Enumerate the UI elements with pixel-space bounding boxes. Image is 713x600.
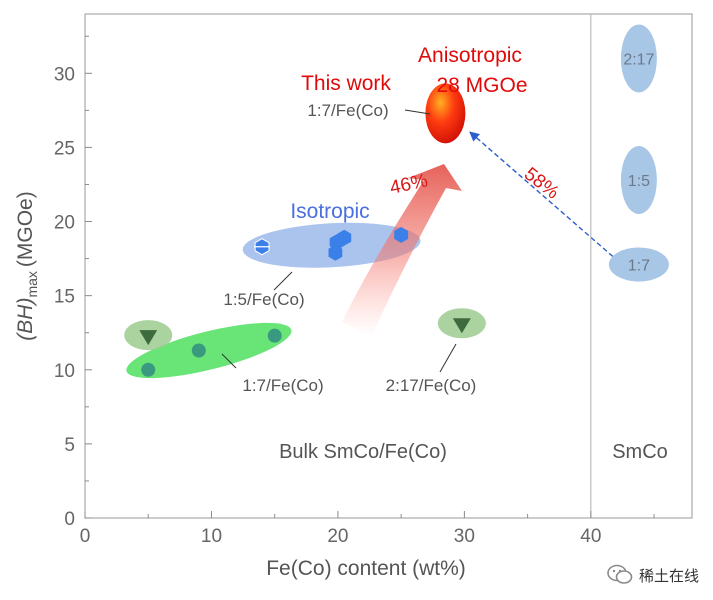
series-leader-1-7 <box>221 353 237 369</box>
y-tick-label: 30 <box>54 64 75 85</box>
smco-point-label: 1:5 <box>628 173 650 190</box>
marks-layer: 2:17 1:5 1:7 <box>139 24 669 377</box>
anisotropic-label: Anisotropic <box>418 44 522 67</box>
y-tick-label: 20 <box>54 213 75 234</box>
x-tick-label: 40 <box>580 526 601 547</box>
point-2-17 <box>452 318 471 334</box>
y-tick-label: 10 <box>54 361 75 382</box>
smco-point <box>620 24 657 93</box>
x-tick-label: 10 <box>201 526 222 547</box>
watermark-text: 稀土在线 <box>638 566 699 585</box>
this-work-sublabel: 1:7/Fe(Co) <box>307 101 388 120</box>
isotropic-label: Isotropic <box>290 200 369 223</box>
series-label-1-5: 1:5/Fe(Co) <box>223 290 304 309</box>
point-1-7 <box>141 362 156 377</box>
bulk-label: Bulk SmCo/Fe(Co) <box>279 441 447 463</box>
pct-58-label: 58% <box>520 164 563 204</box>
y-axis-title: (BH)max (MGOe) <box>14 191 40 340</box>
smco-point-label: 1:7 <box>628 258 650 275</box>
this-work-leader <box>404 109 431 115</box>
y-tick-label: 5 <box>64 435 75 456</box>
y-axis-title-main: (BH) <box>14 298 37 341</box>
mgoe-label: 28 MGOe <box>436 74 527 97</box>
point-2-17 <box>139 330 158 346</box>
series-leader-2-17 <box>439 343 457 373</box>
smco-point <box>620 146 657 215</box>
y-tick-label: 15 <box>54 287 75 308</box>
series-label-2-17: 2:17/Fe(Co) <box>386 376 477 395</box>
smco-label: SmCo <box>612 441 668 463</box>
y-tick-label: 0 <box>64 509 75 530</box>
smco-point <box>608 247 669 282</box>
x-axis-title: Fe(Co) content (wt%) <box>266 557 466 580</box>
point-1-7 <box>267 328 282 343</box>
y-axis-title-sub: max <box>24 271 40 297</box>
region-1-7 <box>126 322 292 379</box>
axes-layer: 0 10 20 30 40 0 5 10 15 20 25 30 <box>54 14 655 547</box>
x-tick-label: 0 <box>80 526 91 547</box>
y-tick-label: 25 <box>54 138 75 159</box>
wechat-icon <box>607 564 633 584</box>
point-1-7 <box>191 343 206 358</box>
smco-arrow <box>469 131 614 258</box>
improvement-arrow <box>342 164 462 336</box>
smco-point-label: 2:17 <box>623 51 654 68</box>
x-tick-label: 30 <box>454 526 475 547</box>
point-1-5 <box>337 229 352 246</box>
this-work-point <box>425 83 466 144</box>
series-label-1-7: 1:7/Fe(Co) <box>242 376 323 395</box>
y-axis-title-unit: (MGOe) <box>14 191 37 267</box>
this-work-title: This work <box>301 72 391 95</box>
watermark: 稀土在线 <box>607 564 699 586</box>
plot-frame <box>84 13 693 519</box>
point-1-5 <box>394 226 409 243</box>
series-leader-1-5 <box>273 271 293 291</box>
x-tick-label: 20 <box>327 526 348 547</box>
